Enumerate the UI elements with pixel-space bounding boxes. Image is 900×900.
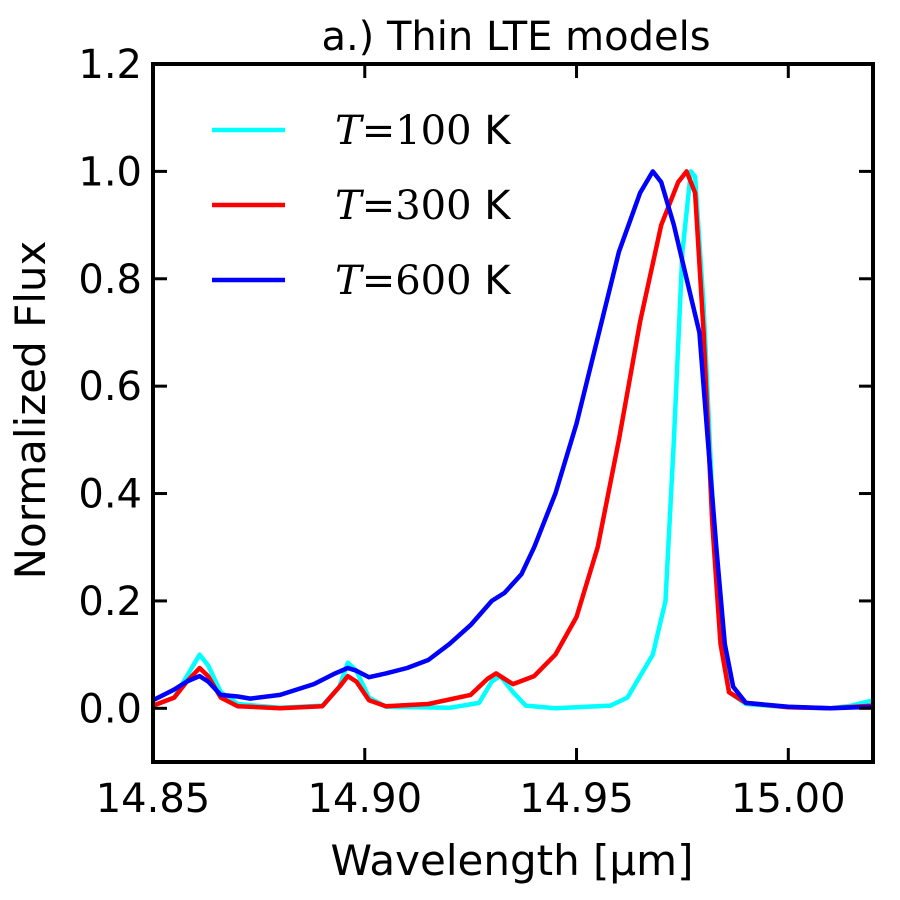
legend-label-variable: T bbox=[335, 258, 365, 304]
legend-label-value: 600 bbox=[395, 258, 471, 304]
legend-label-variable: T bbox=[335, 183, 365, 229]
legend-label-variable: T bbox=[335, 108, 365, 154]
x-tick-label: 14.95 bbox=[519, 776, 634, 822]
x-tick-label: 14.85 bbox=[96, 776, 211, 822]
y-axis-ticks: 0.0 0.2 0.4 0.6 0.8 1.0 1.2 bbox=[78, 42, 873, 732]
legend-item: T=100 K bbox=[212, 108, 512, 154]
plot-area bbox=[153, 64, 873, 762]
chart-title: a.) Thin LTE models bbox=[321, 14, 710, 60]
legend: T=100 KT=300 KT=600 K bbox=[212, 108, 512, 304]
legend-label-unit: K bbox=[472, 183, 513, 229]
series-layer bbox=[153, 169, 873, 711]
y-tick-label: 1.2 bbox=[78, 42, 142, 88]
legend-item: T=600 K bbox=[212, 258, 512, 304]
series-line-600 bbox=[153, 169, 873, 711]
x-tick-label: 15.00 bbox=[731, 776, 846, 822]
y-tick-label: 0.6 bbox=[78, 364, 142, 410]
legend-label-unit: K bbox=[472, 258, 513, 304]
y-tick-label: 0.8 bbox=[78, 257, 142, 303]
legend-label: T=100 K bbox=[335, 108, 512, 154]
plot-background bbox=[153, 64, 873, 762]
legend-label-value: 100 bbox=[395, 108, 471, 154]
legend-label-unit: K bbox=[472, 108, 513, 154]
x-axis-label: Wavelength [μm] bbox=[331, 836, 694, 885]
legend-label-value: 300 bbox=[395, 183, 471, 229]
legend-label-equals: = bbox=[362, 183, 396, 229]
y-tick-label: 0.4 bbox=[78, 472, 142, 518]
x-tick-label: 14.90 bbox=[308, 776, 423, 822]
legend-label: T=600 K bbox=[335, 258, 512, 304]
y-tick-label: 0.2 bbox=[78, 579, 142, 625]
y-axis-label: Normalized Flux bbox=[6, 241, 55, 580]
y-tick-label: 1.0 bbox=[78, 149, 142, 195]
axes-border bbox=[151, 62, 875, 764]
legend-label-equals: = bbox=[362, 108, 396, 154]
x-axis-ticks: 14.85 14.90 14.95 15.00 bbox=[96, 64, 846, 822]
legend-label-equals: = bbox=[362, 258, 396, 304]
legend-item: T=300 K bbox=[212, 183, 512, 229]
axes-frame bbox=[151, 62, 875, 764]
legend-label: T=300 K bbox=[335, 183, 512, 229]
y-tick-label: 0.0 bbox=[78, 686, 142, 732]
